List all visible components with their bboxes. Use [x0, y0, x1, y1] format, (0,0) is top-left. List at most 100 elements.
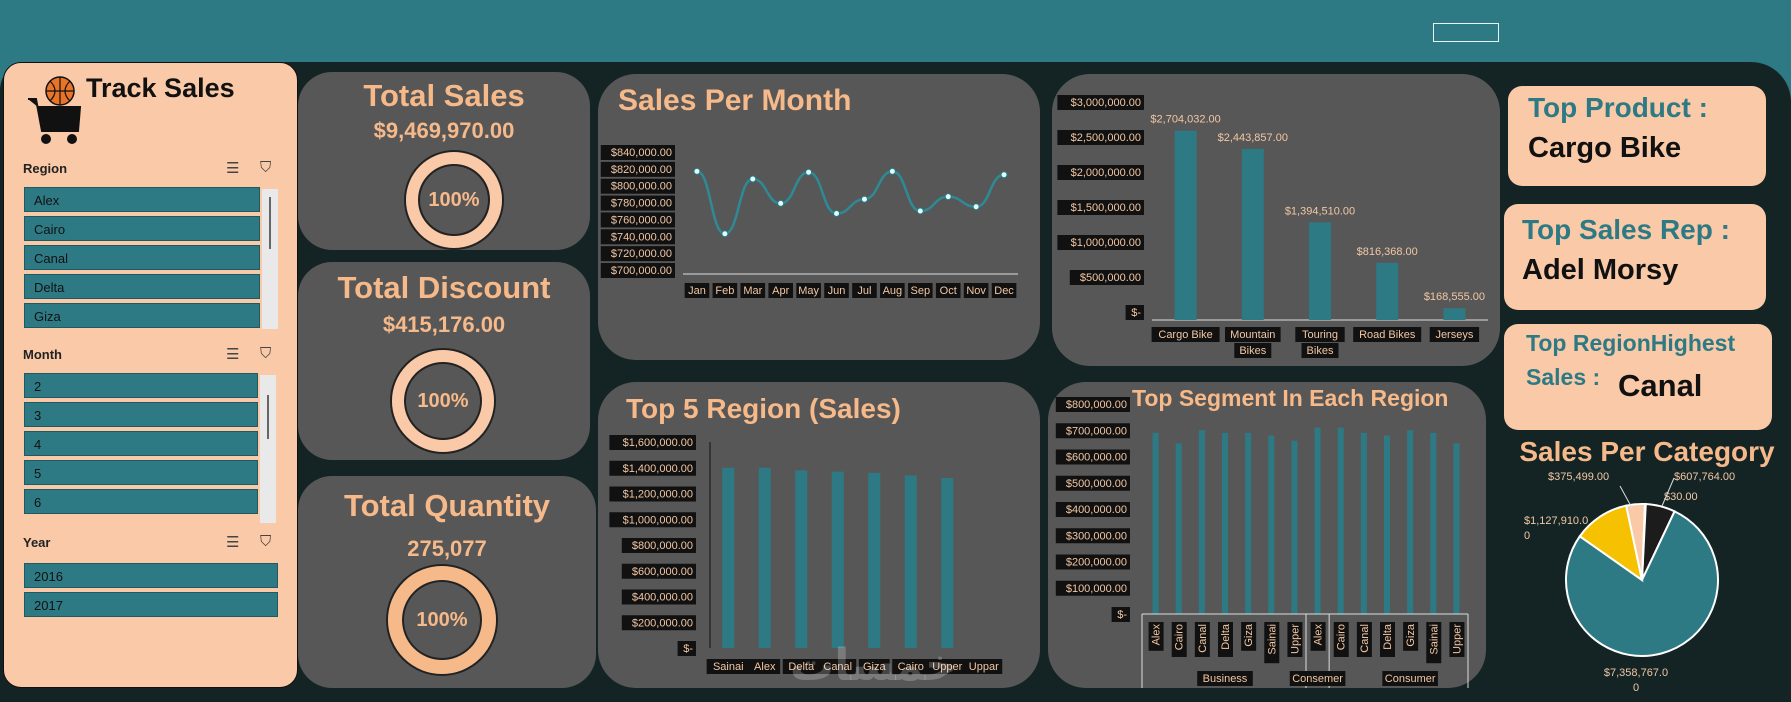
region-slicer-item[interactable]: Delta	[24, 274, 260, 299]
x-tick-label-bg	[1301, 343, 1339, 358]
x-tick-label: Sainai	[1428, 624, 1440, 655]
month-slicer-item[interactable]: 2	[24, 373, 258, 398]
x-tick-label: Cargo Bike	[1158, 329, 1212, 341]
slice-label: 0	[1633, 682, 1639, 694]
x-tick-label-bg	[740, 283, 766, 298]
bar	[1222, 432, 1228, 614]
x-tick-label-bg	[1310, 622, 1326, 651]
region-slicer-item[interactable]: Alex	[24, 187, 260, 212]
y-tick-label-bg	[609, 486, 696, 502]
clear-filter-icon[interactable]: ⛉	[260, 159, 272, 176]
data-point	[944, 193, 952, 201]
y-tick-label-bg	[1055, 423, 1130, 439]
x-tick-label-bg	[858, 659, 890, 674]
x-tick-label: Alex	[754, 661, 776, 673]
x-tick-group: Giza	[1241, 622, 1257, 651]
month-slicer-item[interactable]: 5	[24, 460, 258, 485]
x-tick-label-bg	[706, 659, 750, 674]
y-tick-label-bg	[609, 435, 696, 450]
month-scroll-thumb[interactable]	[267, 395, 269, 439]
sales-per-product-chart: $3,000,000.00 $2,500,000.00 $2,000,000.00 $…	[1057, 95, 1488, 358]
bar	[758, 467, 771, 648]
data-point	[972, 203, 980, 211]
total-sales-card: Total Sales $9,469,970.00 100%	[298, 72, 590, 250]
y-tick-label: $600,000.00	[1066, 452, 1127, 464]
year-slicer-item[interactable]: 2016	[24, 563, 278, 588]
slicer-panel: Track Sales Region ☰ ⛉ Alex Cairo Canal Del…	[3, 62, 298, 688]
y-tick-label-bg	[600, 246, 675, 262]
x-tick-label-bg	[749, 659, 781, 674]
x-tick-label: Canal	[1197, 624, 1209, 653]
multi-select-icon[interactable]: ☰	[226, 160, 240, 177]
bar	[831, 471, 844, 648]
month-slicer-item[interactable]: 6	[24, 489, 258, 514]
y-tick-label: $1,600,000.00	[623, 437, 693, 449]
x-tick-label: May	[798, 285, 819, 297]
x-tick-label: Road Bikes	[1359, 329, 1416, 341]
y-tick-label-bg	[677, 641, 696, 656]
x-tick-group: Canal	[1194, 622, 1210, 657]
x-tick-label: Alex	[1151, 624, 1163, 646]
x-tick-label: Cairo	[1174, 624, 1186, 650]
year-slicer-item[interactable]: 2017	[24, 592, 278, 617]
top-product-value: Cargo Bike	[1528, 132, 1682, 164]
y-tick-label-bg	[621, 538, 696, 553]
data-point	[777, 199, 785, 207]
x-tick-label: Touring	[1302, 329, 1338, 341]
y-tick-label: $740,000.00	[611, 231, 672, 243]
y-tick-label: $3,000,000.00	[1071, 97, 1141, 109]
sales-per-month-panel: Sales Per Month $840,000.00 $820,000.00 $80…	[598, 74, 1040, 360]
y-tick-label: $2,000,000.00	[1071, 167, 1141, 179]
y-tick-label: $760,000.00	[611, 214, 672, 226]
x-tick-label-bg	[1287, 622, 1303, 657]
y-tick-label-bg	[1057, 95, 1144, 110]
kpi-percent: 100%	[416, 609, 468, 631]
x-tick-label: Canal	[1359, 624, 1371, 653]
group-label: Consemer	[1292, 673, 1343, 685]
multi-select-icon[interactable]: ☰	[226, 534, 240, 551]
x-tick-label-bg	[991, 283, 1017, 298]
x-tick-label: Giza	[1243, 623, 1255, 647]
x-tick-label: Upper	[1289, 624, 1301, 654]
data-label: $168,555.00	[1424, 291, 1485, 303]
selected-cell[interactable]	[1433, 23, 1499, 42]
y-tick-label-bg	[600, 178, 675, 194]
multi-select-icon[interactable]: ☰	[226, 346, 240, 363]
x-tick-label: Bikes	[1307, 345, 1334, 357]
data-label: $1,394,510.00	[1285, 205, 1355, 217]
region-scroll-thumb[interactable]	[269, 197, 271, 249]
x-tick-group: Giza	[1403, 622, 1419, 651]
pie-slice	[1565, 510, 1719, 657]
x-tick-group: Upper	[1287, 622, 1303, 657]
top5-region-panel: Top 5 Region (Sales) $1,600,000.00 $1,400,…	[598, 382, 1040, 688]
bar	[1314, 427, 1321, 614]
y-tick-label-bg	[1055, 502, 1130, 517]
y-tick-label: $500,000.00	[1080, 272, 1141, 284]
data-point	[1000, 171, 1008, 179]
y-tick-label: $1,200,000.00	[623, 489, 693, 501]
y-tick-label-bg	[600, 195, 675, 211]
region-scrollbar[interactable]	[262, 189, 278, 329]
x-tick-group: Canal	[1356, 622, 1372, 657]
x-tick-label-bg	[824, 283, 849, 298]
month-slicer-item[interactable]: 3	[24, 402, 258, 427]
y-tick-label-bg	[600, 263, 675, 278]
sales-per-category-chart: Sales Per Category $7,358,767.0 0 $1,127,91…	[1519, 436, 1775, 694]
x-tick-label-bg	[1234, 343, 1272, 358]
y-tick-label: $800,000.00	[632, 540, 693, 552]
y-tick-label-bg	[1057, 235, 1144, 250]
sales-per-product-panel: $3,000,000.00 $2,500,000.00 $2,000,000.00 $…	[1052, 74, 1500, 366]
x-tick-label-bg	[1218, 622, 1233, 657]
year-slicer-label: Year	[23, 535, 51, 550]
slice-label: $375,499.00	[1548, 471, 1609, 483]
data-point	[860, 195, 868, 203]
clear-filter-icon[interactable]: ⛉	[260, 533, 272, 550]
month-slicer-item[interactable]: 4	[24, 431, 258, 456]
region-slicer-item[interactable]: Giza	[24, 303, 260, 328]
clear-filter-icon[interactable]: ⛉	[260, 345, 272, 362]
region-slicer-item[interactable]: Cairo	[24, 216, 260, 241]
region-slicer-item[interactable]: Canal	[24, 245, 260, 270]
y-tick-label: $800,000.00	[1066, 399, 1127, 411]
month-scrollbar[interactable]	[260, 375, 276, 523]
y-tick-label: $700,000.00	[1066, 425, 1127, 437]
